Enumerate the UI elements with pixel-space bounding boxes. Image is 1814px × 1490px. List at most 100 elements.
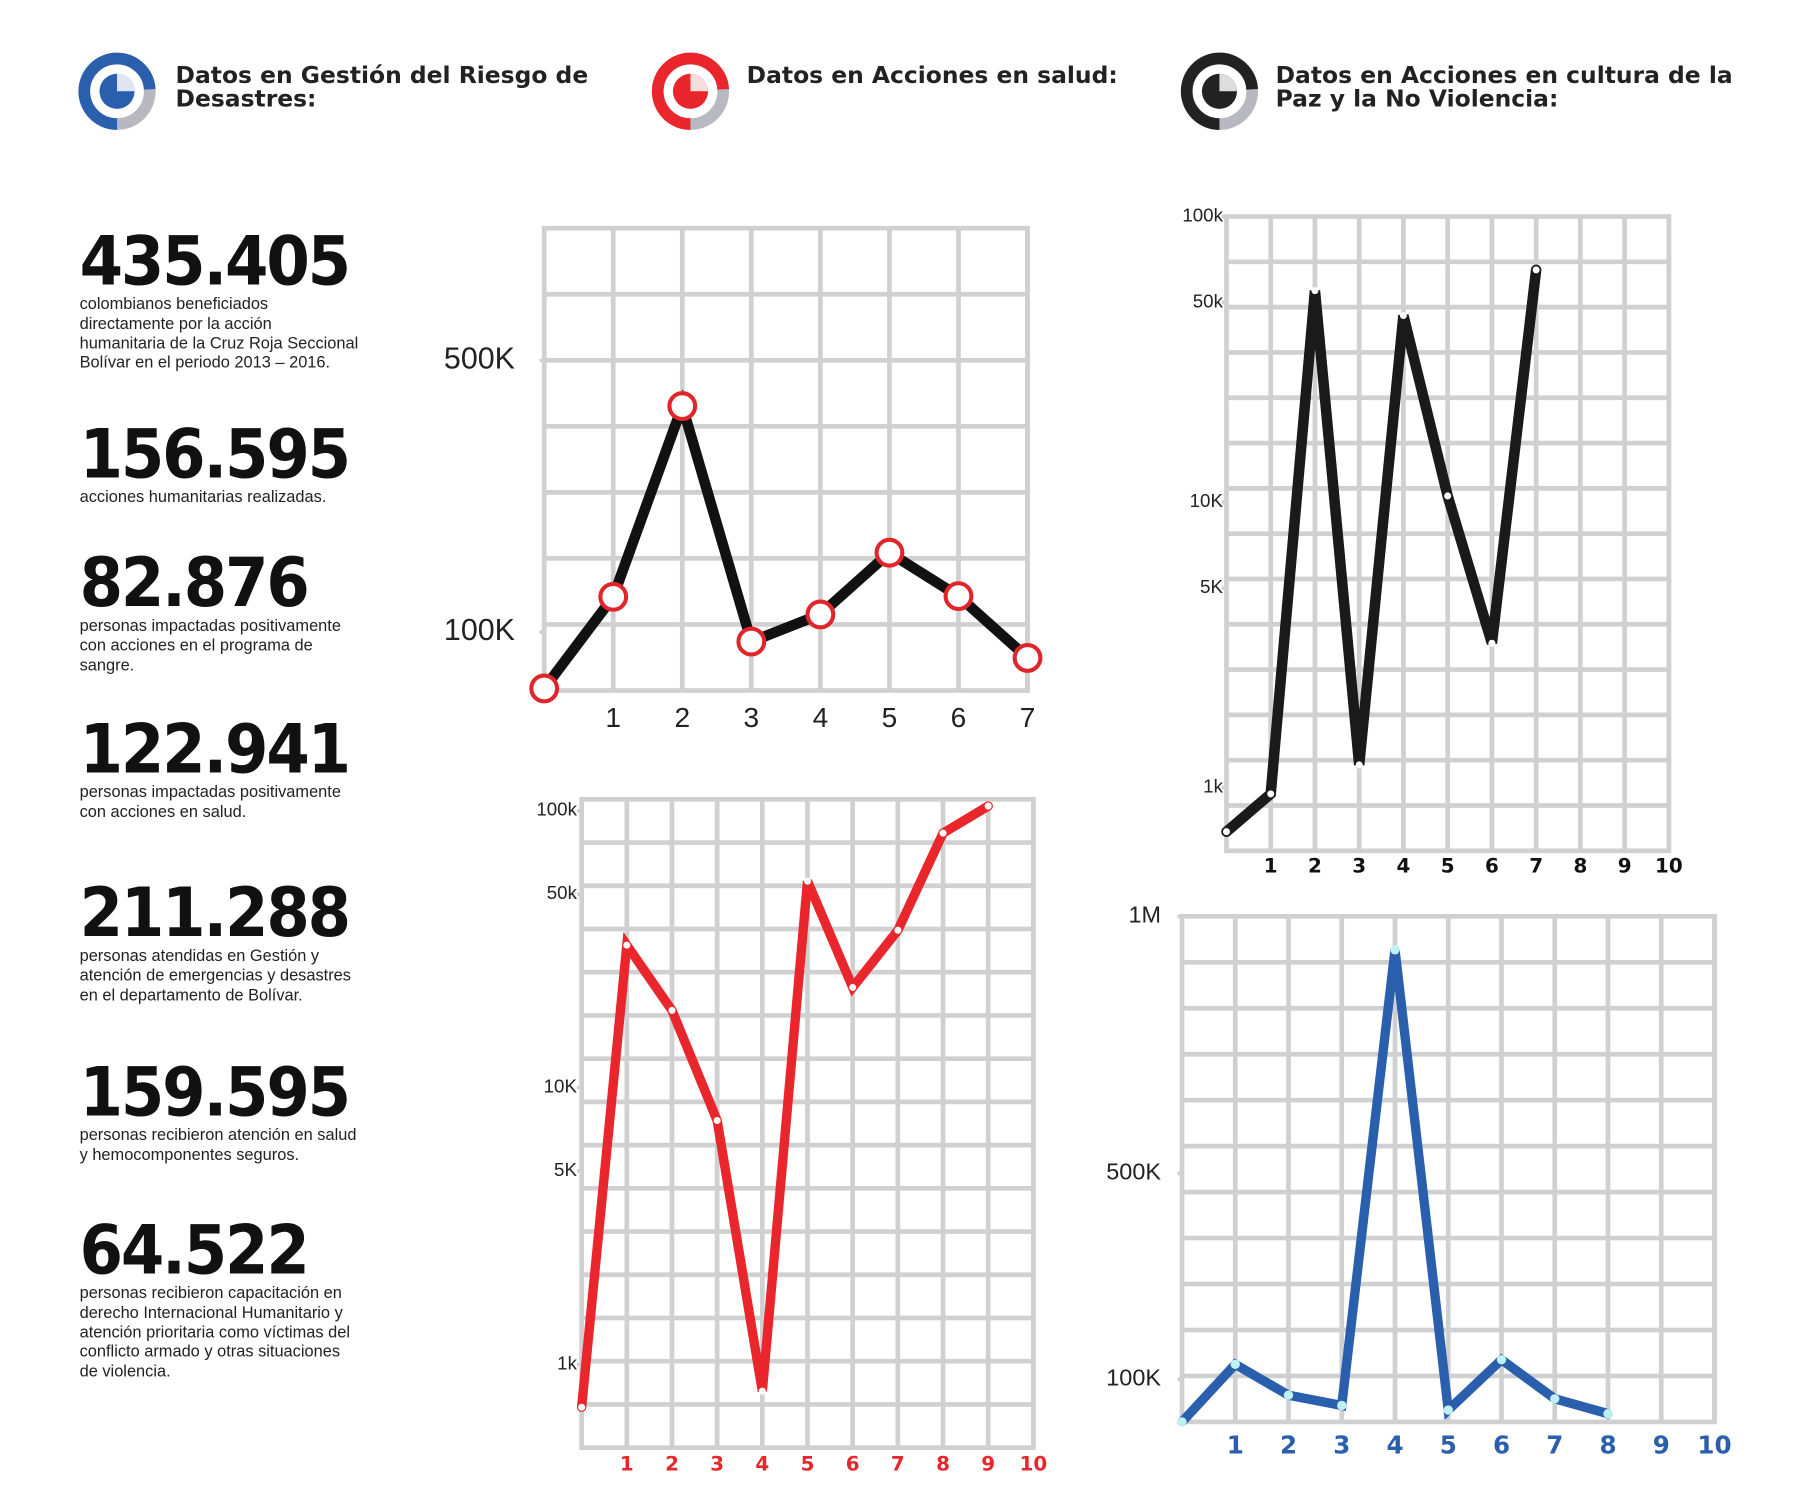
chart: 1M 500K 100K 1 2 3 4 5 6 7 8 9 10 <box>1106 902 1731 1460</box>
stat-number: 435.405 <box>79 221 352 301</box>
data-point <box>1603 1409 1613 1419</box>
x-tick-label: 7 <box>1546 1430 1563 1459</box>
data-point <box>1443 1405 1453 1415</box>
section-title: Datos en Acciones en cultura de la Paz y… <box>1275 60 1733 113</box>
x-tick-label: 9 <box>1653 1430 1670 1459</box>
x-tick-label: 3 <box>710 1453 724 1476</box>
x-tick-label: 6 <box>951 702 967 733</box>
x-tick-label: 4 <box>1397 855 1411 878</box>
x-tick-label: 5 <box>1440 1430 1457 1459</box>
stat-number: 122.941 <box>79 709 352 789</box>
data-point <box>805 599 836 630</box>
y-tick-label: 5K <box>1200 576 1223 597</box>
stat-text: personas atendidas en Gestión y atención… <box>79 945 351 1004</box>
stat-text: personas recibieron capacitación en dere… <box>79 1282 351 1381</box>
plot-frame <box>541 225 1030 693</box>
x-tick-label: 5 <box>801 1453 815 1476</box>
y-tick-label: 1k <box>1203 775 1223 796</box>
stat-number: 211.288 <box>79 873 352 953</box>
section-title: Datos en Acciones en salud: <box>746 60 1118 89</box>
x-tick-label: 7 <box>1020 702 1036 733</box>
y-tick-label: 50k <box>547 882 578 903</box>
stat-text: personas impactadas positivamente con ac… <box>79 781 341 821</box>
stat-text: acciones humanitarias realizadas. <box>79 486 327 506</box>
x-tick-label: 6 <box>1493 1430 1510 1459</box>
chart: 100k 50k 10K 5K 1k 1 2 3 4 5 6 7 8 9 10 <box>1182 204 1682 877</box>
x-tick-label: 8 <box>936 1453 950 1476</box>
data-point <box>894 926 902 934</box>
data-point <box>1230 1359 1240 1369</box>
y-tick-label: 100k <box>536 799 577 820</box>
data-point <box>1550 1394 1560 1404</box>
x-tick-label: 4 <box>1386 1430 1403 1459</box>
chart: 100k 50k 10K 5K 1k 1 2 3 4 5 6 7 8 9 10 <box>536 796 1047 1476</box>
stat-text: colombianos beneficiados directamente po… <box>79 293 359 372</box>
data-point <box>668 1006 676 1014</box>
x-tick-label: 2 <box>1280 1430 1297 1459</box>
data-line <box>1221 264 1542 837</box>
data-point <box>578 1403 586 1411</box>
data-point <box>1177 1417 1187 1427</box>
data-point <box>623 941 631 949</box>
x-tick-label: 1 <box>1227 1430 1244 1459</box>
stat: 82.876 personas impactadas positivamente … <box>79 543 361 675</box>
data-point <box>984 802 992 810</box>
icon-blue <box>78 52 156 130</box>
data-point <box>943 581 974 612</box>
x-tick-label: 8 <box>1573 855 1587 878</box>
x-tick-label: 8 <box>1599 1430 1616 1459</box>
plot-frame <box>1179 914 1717 1425</box>
data-point <box>1311 287 1319 295</box>
x-tick-label: 5 <box>1441 855 1455 878</box>
y-tick-label: 1k <box>557 1352 577 1373</box>
data-point <box>758 1387 766 1395</box>
data-point <box>1390 945 1400 955</box>
x-tick-label: 2 <box>674 702 690 733</box>
stat: 211.288 personas atendidas en Gestión y a… <box>79 873 373 1005</box>
y-tick-label: 100k <box>1182 204 1223 225</box>
data-point <box>1355 761 1363 769</box>
stat-number: 156.595 <box>79 414 352 494</box>
data-point <box>598 581 629 612</box>
x-tick-label: 1 <box>620 1453 634 1476</box>
x-tick-label: 4 <box>813 702 829 733</box>
data-point <box>874 537 905 568</box>
x-tick-label: 10 <box>1655 855 1683 878</box>
data-point <box>1222 828 1230 836</box>
x-tick-label: 3 <box>744 702 760 733</box>
y-tick-label: 5K <box>554 1159 577 1180</box>
icon-red <box>651 52 730 130</box>
x-tick-label: 7 <box>1529 855 1543 878</box>
header-icons <box>78 52 1259 130</box>
icon-black <box>1180 52 1259 130</box>
data-point <box>1532 266 1540 274</box>
data-point <box>667 391 698 421</box>
x-tick-label: 9 <box>981 1453 995 1476</box>
data-point <box>1488 639 1496 647</box>
data-point <box>849 983 857 991</box>
y-tick-label: 10K <box>1190 490 1224 511</box>
data-point <box>939 829 947 837</box>
stat-number: 82.876 <box>79 543 310 623</box>
data-point <box>1283 1390 1294 1400</box>
y-tick-label: 100K <box>444 613 515 647</box>
data-line <box>576 801 993 1412</box>
y-tick-label: 10K <box>544 1075 578 1096</box>
data-point <box>1012 642 1043 673</box>
data-point <box>1496 1355 1507 1365</box>
data-point <box>1444 492 1452 500</box>
stat-text: personas impactadas positivamente con ac… <box>79 615 341 674</box>
plot-frame <box>579 796 1036 1451</box>
x-tick-label: 1 <box>1264 855 1278 878</box>
data-point <box>803 877 812 885</box>
x-tick-label: 10 <box>1697 1430 1731 1459</box>
y-tick-label: 1M <box>1128 902 1161 928</box>
x-tick-label: 4 <box>755 1453 769 1476</box>
data-point <box>736 626 767 657</box>
stat: 435.405 colombianos beneficiados directam… <box>79 221 373 372</box>
x-tick-label: 6 <box>1485 855 1499 878</box>
x-tick-label: 7 <box>891 1453 905 1476</box>
x-tick-label: 9 <box>1618 855 1632 878</box>
y-tick-label: 500K <box>1106 1159 1161 1185</box>
x-tick-label: 3 <box>1352 855 1366 878</box>
